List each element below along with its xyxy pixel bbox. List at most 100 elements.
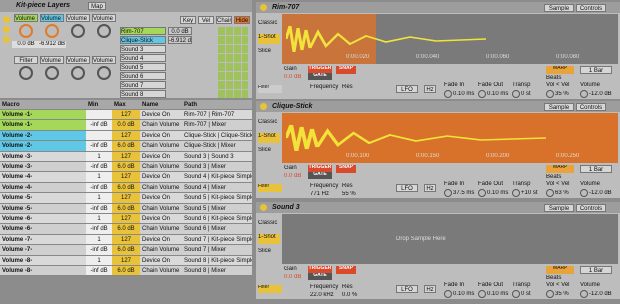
- tab[interactable]: Sample: [544, 204, 574, 212]
- mode[interactable]: Classic: [258, 20, 278, 26]
- wave-shape: [286, 25, 486, 53]
- macro-knob[interactable]: [97, 24, 111, 38]
- control-label: Fade Out: [478, 82, 504, 88]
- table-cell: Sound 7 | Kit-piece Simpler: [182, 234, 252, 246]
- macro-label[interactable]: Volume -8-: [92, 56, 116, 64]
- macro-knob[interactable]: [45, 66, 59, 80]
- chain-name[interactable]: Clique-Stick: [120, 36, 166, 44]
- mode[interactable]: Classic: [258, 119, 278, 125]
- lfo-button[interactable]: LFO: [396, 285, 418, 293]
- mode[interactable]: Classic: [258, 220, 278, 226]
- chain-name[interactable]: Sound 5: [120, 63, 166, 71]
- mode[interactable]: Slice: [258, 248, 272, 254]
- table-cell: Volume -2-: [0, 130, 86, 142]
- control-knob[interactable]: [444, 189, 452, 197]
- control-knob[interactable]: [546, 290, 554, 298]
- power-icon[interactable]: [260, 103, 267, 110]
- hz-button[interactable]: Hz: [424, 285, 436, 293]
- macro-label[interactable]: Volume -3-: [66, 14, 90, 22]
- chain-header[interactable]: Key: [180, 16, 196, 24]
- btn-snap[interactable]: SNAP: [336, 266, 356, 274]
- macro-knob[interactable]: [71, 24, 85, 38]
- control-knob[interactable]: [512, 189, 520, 197]
- tab[interactable]: Controls: [576, 4, 606, 12]
- btn-trigger[interactable]: TRIGGER: [308, 266, 332, 273]
- btn-gate[interactable]: GATE: [308, 172, 332, 179]
- macro-knob[interactable]: [19, 24, 33, 38]
- mode[interactable]: 1-Shot: [258, 34, 280, 44]
- macro-label[interactable]: Volume -4-: [92, 14, 116, 22]
- lfo-button[interactable]: LFO: [396, 85, 418, 93]
- map-button[interactable]: Map: [88, 2, 106, 10]
- control-knob[interactable]: [478, 90, 486, 98]
- warp-button[interactable]: WARP: [546, 66, 574, 74]
- power-icon[interactable]: [260, 204, 267, 211]
- table-cell: 127: [112, 110, 140, 121]
- chain-header[interactable]: Chain: [216, 16, 232, 24]
- chain-name[interactable]: Rim-707: [120, 27, 166, 35]
- control-knob[interactable]: [580, 189, 588, 197]
- gain-label: Gain: [284, 266, 297, 272]
- macro-knob[interactable]: [45, 24, 59, 38]
- chain-name[interactable]: Sound 7: [120, 81, 166, 89]
- table-header: Macro: [0, 100, 86, 110]
- tab[interactable]: Sample: [544, 4, 574, 12]
- chain-name[interactable]: Sound 4: [120, 54, 166, 62]
- table-cell: Sound 6 | Kit-piece Simpler: [182, 214, 252, 225]
- hz-button[interactable]: Hz: [424, 184, 436, 192]
- bars[interactable]: 1 Bar: [580, 66, 612, 74]
- mode[interactable]: 1-Shot: [258, 133, 280, 143]
- control-knob[interactable]: [478, 189, 486, 197]
- control-knob[interactable]: [580, 290, 588, 298]
- warp-button[interactable]: WARP: [546, 266, 574, 274]
- control-knob[interactable]: [580, 90, 588, 98]
- btn-trigger[interactable]: TRIGGER: [308, 66, 332, 73]
- res-label: Res: [342, 183, 353, 189]
- power-icon[interactable]: [260, 4, 267, 11]
- mode[interactable]: 1-Shot: [258, 234, 280, 244]
- tab[interactable]: Controls: [576, 103, 606, 111]
- mode[interactable]: Slice: [258, 48, 272, 54]
- table-cell: 6.0 dB: [112, 245, 140, 256]
- macro-label[interactable]: Volume -7-: [66, 56, 90, 64]
- macro-label[interactable]: Filter: [14, 56, 38, 64]
- control-knob[interactable]: [512, 90, 520, 98]
- control-label: Vol < Vel: [546, 181, 570, 187]
- control-knob[interactable]: [444, 290, 452, 298]
- lfo-button[interactable]: LFO: [396, 184, 418, 192]
- chain-name[interactable]: Sound 6: [120, 72, 166, 80]
- macro-label[interactable]: Volume -1-: [14, 14, 38, 22]
- btn-trigger[interactable]: TRIGGER: [308, 165, 332, 172]
- control-knob[interactable]: [478, 290, 486, 298]
- filter-button[interactable]: Filter: [258, 184, 282, 192]
- btn-snap[interactable]: SNAP: [336, 66, 356, 74]
- btn-gate[interactable]: GATE: [308, 73, 332, 80]
- bars[interactable]: 1 Bar: [580, 266, 612, 274]
- warp-button[interactable]: WARP: [546, 165, 574, 173]
- macro-knob[interactable]: [19, 66, 33, 80]
- chain-header[interactable]: Hide: [234, 16, 250, 24]
- bars[interactable]: 1 Bar: [580, 165, 612, 173]
- control-knob[interactable]: [512, 290, 520, 298]
- macro-knob[interactable]: [97, 66, 111, 80]
- filter-button[interactable]: Filter: [258, 85, 282, 93]
- mode[interactable]: Slice: [258, 147, 272, 153]
- btn-snap[interactable]: SNAP: [336, 165, 356, 173]
- control-knob[interactable]: [546, 189, 554, 197]
- control-knob[interactable]: [546, 90, 554, 98]
- control-label: Volume: [580, 282, 601, 288]
- macro-knob[interactable]: [71, 66, 85, 80]
- control-knob[interactable]: [444, 90, 452, 98]
- chain-header[interactable]: Vel: [198, 16, 214, 24]
- chain-name[interactable]: Sound 8: [120, 90, 166, 98]
- btn-gate[interactable]: GATE: [308, 273, 332, 280]
- hz-button[interactable]: Hz: [424, 85, 436, 93]
- tab[interactable]: Controls: [576, 204, 606, 212]
- filter-button[interactable]: Filter: [258, 285, 282, 293]
- table-cell: -inf dB: [86, 162, 112, 173]
- macro-label[interactable]: Volume -2: [40, 14, 64, 22]
- macro-label[interactable]: Volume -6-: [40, 56, 64, 64]
- chain-name[interactable]: Sound 3: [120, 45, 166, 53]
- control-value: 35 %: [555, 291, 569, 297]
- tab[interactable]: Sample: [544, 103, 574, 111]
